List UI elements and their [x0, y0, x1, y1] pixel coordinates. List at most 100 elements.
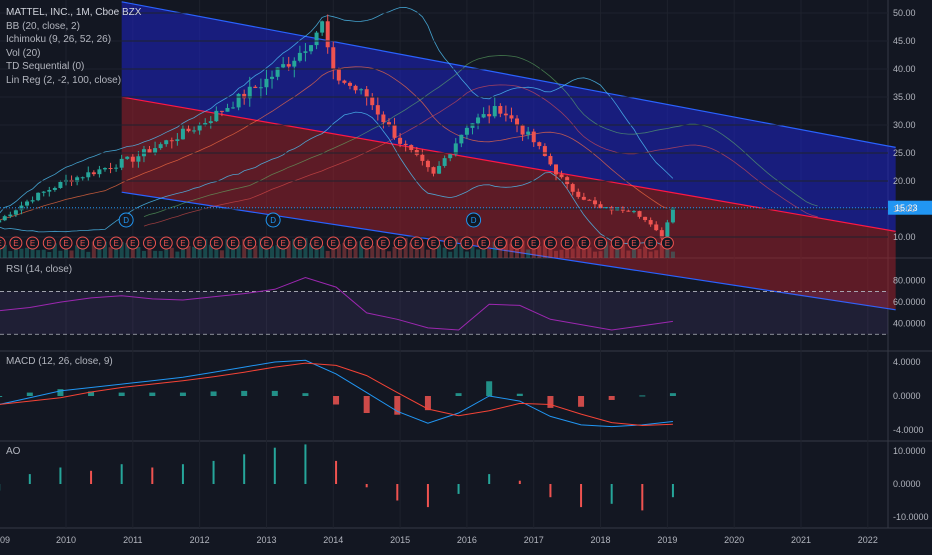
- candle-body: [465, 128, 469, 135]
- price-axis-label: 40.00: [893, 64, 916, 74]
- candle-body: [320, 21, 324, 32]
- candle-body: [548, 156, 552, 164]
- earnings-marker-label: E: [230, 239, 235, 248]
- rsi-axis-label: 60.0000: [893, 297, 926, 307]
- time-axis-label: 2020: [724, 535, 744, 545]
- macd-axis-label: 4.0000: [893, 357, 921, 367]
- candle-body: [398, 138, 402, 144]
- earnings-marker-label: E: [97, 239, 102, 248]
- ao-bar: [335, 461, 337, 484]
- candle-body: [404, 144, 408, 145]
- indicator-td-sequential[interactable]: TD Sequential (0): [6, 60, 141, 74]
- candle-body: [120, 159, 124, 168]
- volume-bar: [393, 247, 397, 258]
- indicator-vol[interactable]: Vol (20): [6, 47, 141, 61]
- macd-axis-label: -4.0000: [893, 425, 924, 435]
- indicator-bb[interactable]: BB (20, close, 2): [6, 20, 141, 34]
- earnings-marker-label: E: [414, 239, 419, 248]
- earnings-marker-label: E: [448, 239, 453, 248]
- candle-body: [560, 174, 564, 177]
- macd-histogram-bar: [272, 391, 278, 396]
- time-axis-label: 2014: [323, 535, 343, 545]
- earnings-marker-label: E: [531, 239, 536, 248]
- volume-bar: [599, 251, 603, 258]
- candle-body: [42, 192, 46, 193]
- candle-body: [626, 211, 630, 212]
- candle-body: [393, 124, 397, 137]
- earnings-marker-label: E: [164, 239, 169, 248]
- candle-body: [136, 156, 140, 161]
- candle-body: [437, 166, 441, 174]
- volume-bar: [170, 248, 174, 258]
- candle-body: [643, 217, 647, 220]
- ao-bar: [611, 484, 613, 504]
- macd-histogram-bar: [547, 396, 553, 408]
- volume-bar: [142, 251, 146, 258]
- ao-bar: [59, 468, 61, 485]
- candle-body: [459, 135, 463, 144]
- candle-body: [426, 161, 430, 167]
- earnings-marker-label: E: [464, 239, 469, 248]
- earnings-marker-label: E: [113, 239, 118, 248]
- macd-histogram-bar: [456, 393, 462, 396]
- time-axis-label: 2012: [190, 535, 210, 545]
- volume-bar: [47, 252, 51, 258]
- candle-body: [281, 64, 285, 67]
- volume-bar: [0, 248, 1, 258]
- earnings-marker-label: E: [564, 239, 569, 248]
- time-axis-label: 2015: [390, 535, 410, 545]
- ao-bar: [549, 484, 551, 497]
- ao-title[interactable]: AO: [6, 446, 20, 457]
- earnings-marker-label: E: [648, 239, 653, 248]
- dividend-marker-label: D: [123, 216, 129, 225]
- price-axis-label: 45.00: [893, 36, 916, 46]
- candle-body: [97, 169, 101, 174]
- time-axis-label: 2017: [524, 535, 544, 545]
- candle-body: [498, 106, 502, 114]
- candle-body: [209, 121, 213, 123]
- earnings-marker-label: E: [197, 239, 202, 248]
- indicator-ichimoku[interactable]: Ichimoku (9, 26, 52, 26): [6, 33, 141, 47]
- macd-title[interactable]: MACD (12, 26, close, 9): [6, 356, 113, 367]
- macd-histogram-bar: [27, 393, 33, 396]
- earnings-marker-label: E: [665, 239, 670, 248]
- volume-bar: [387, 251, 391, 258]
- volume-bar: [8, 251, 12, 258]
- candle-body: [571, 184, 575, 192]
- indicator-linreg[interactable]: Lin Reg (2, -2, 100, close): [6, 74, 141, 88]
- candle-body: [103, 168, 107, 169]
- candle-body: [0, 220, 1, 222]
- symbol-title[interactable]: MATTEL, INC., 1M, Cboe BZX: [6, 6, 141, 20]
- candle-body: [242, 94, 246, 98]
- time-axis-label: 2011: [123, 535, 142, 545]
- rsi-title[interactable]: RSI (14, close): [6, 264, 72, 275]
- ao-bar: [427, 484, 429, 507]
- candle-body: [214, 111, 218, 121]
- macd-histogram-bar: [119, 393, 125, 396]
- time-axis-label: 2010: [56, 535, 76, 545]
- candle-body: [359, 89, 363, 90]
- macd-histogram-bar: [517, 394, 523, 396]
- earnings-marker-label: E: [30, 239, 35, 248]
- time-axis-label: 2021: [791, 535, 811, 545]
- candle-body: [8, 215, 12, 217]
- earnings-marker-label: E: [331, 239, 336, 248]
- earnings-marker-label: E: [264, 239, 269, 248]
- candle-body: [554, 164, 558, 174]
- time-axis-label: 2022: [858, 535, 878, 545]
- price-axis-label: 30.00: [893, 120, 916, 130]
- candle-body: [348, 83, 352, 86]
- earnings-marker-label: E: [498, 239, 503, 248]
- price-axis-label: 10.00: [893, 232, 916, 242]
- macd-histogram-bar: [180, 393, 186, 396]
- candle-body: [665, 222, 669, 238]
- macd-histogram-bar: [149, 393, 155, 396]
- candle-body: [582, 197, 586, 200]
- ao-bar: [580, 484, 582, 507]
- volume-bar: [326, 251, 330, 258]
- volume-bar: [526, 250, 530, 258]
- candle-body: [153, 148, 157, 153]
- ao-bar: [213, 461, 215, 484]
- time-axis-label: 2013: [256, 535, 276, 545]
